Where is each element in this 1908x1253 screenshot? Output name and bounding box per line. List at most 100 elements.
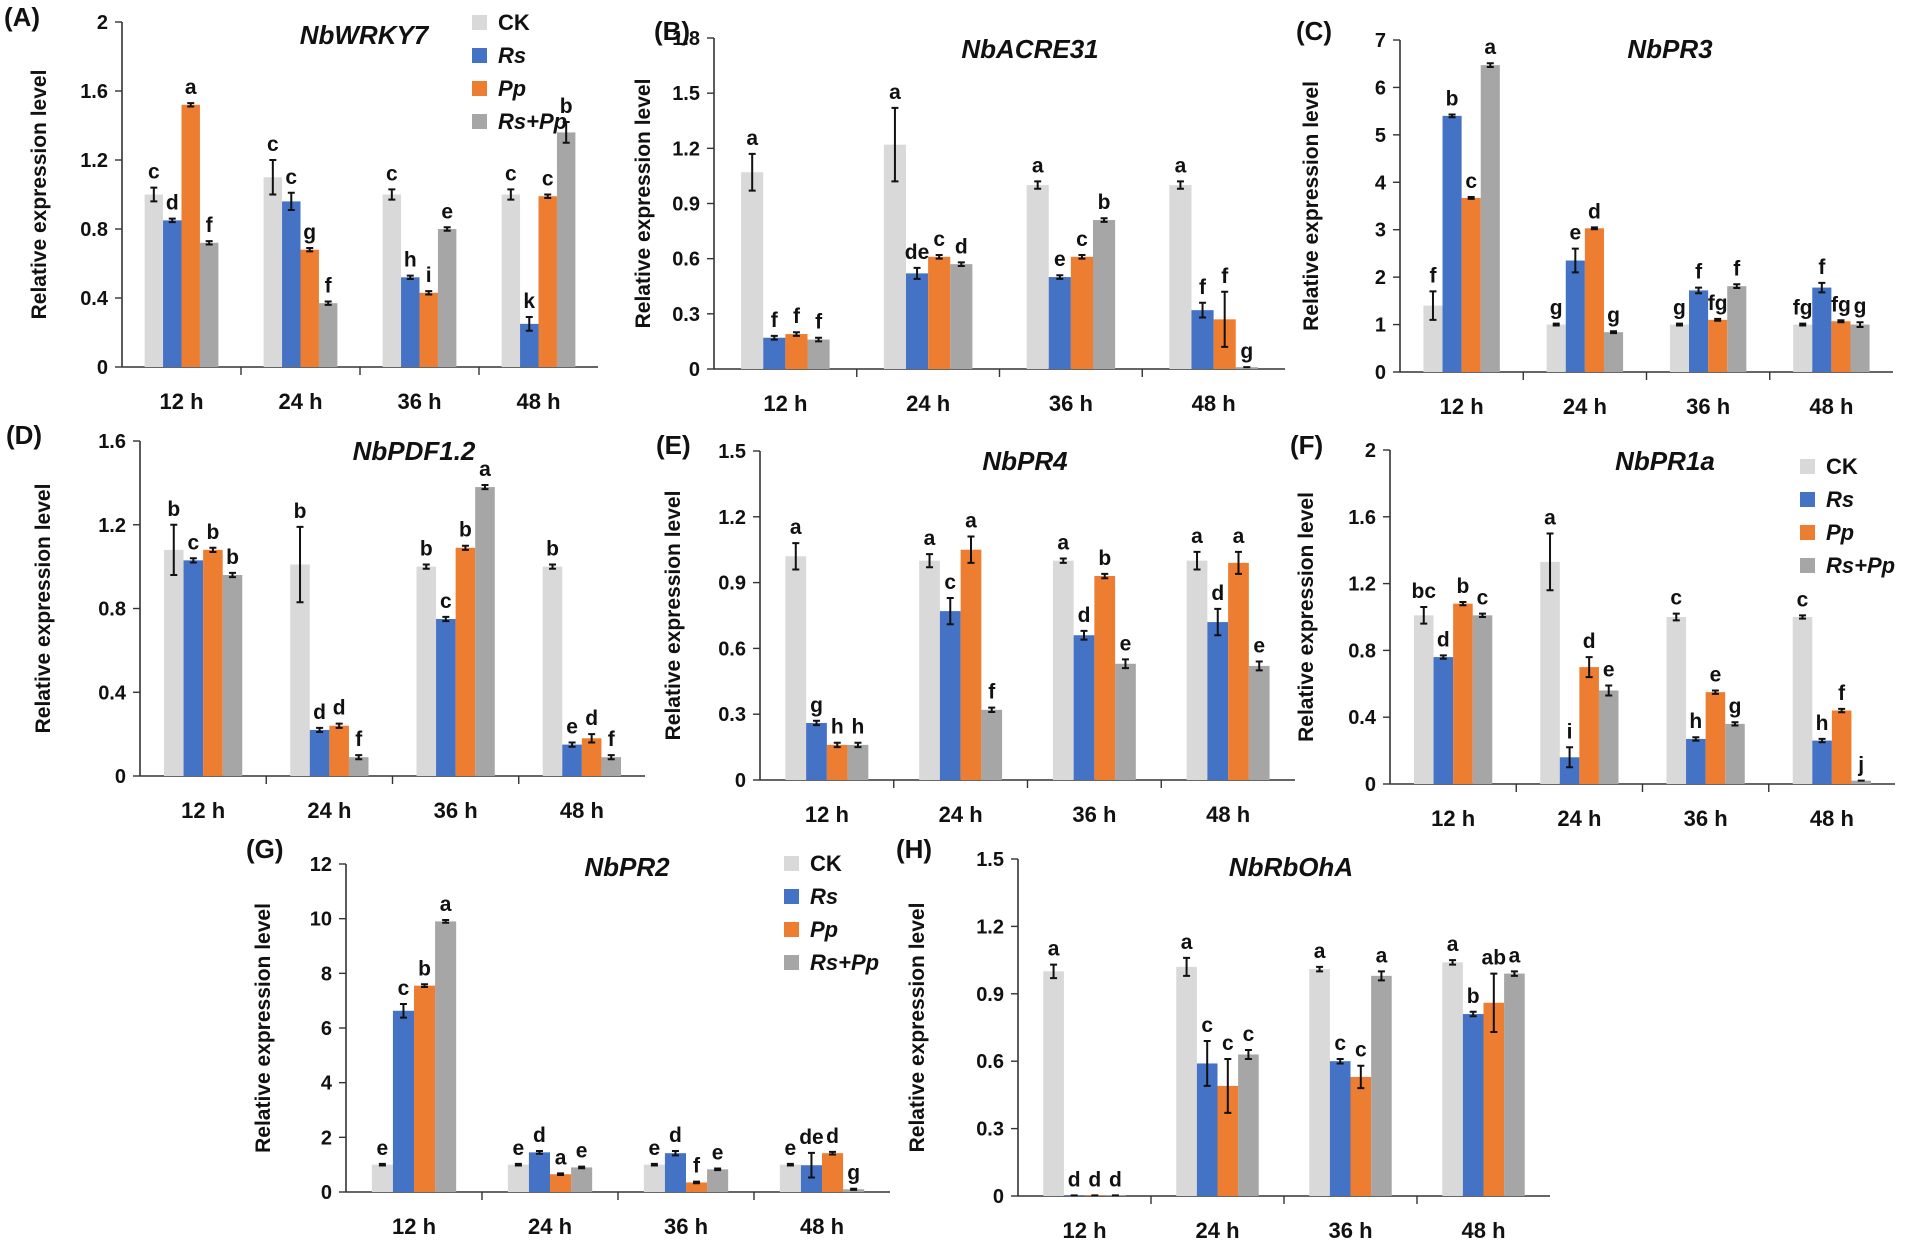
significance-letter: d: [669, 1124, 682, 1147]
bar: [1115, 663, 1136, 780]
chart-title: NbPDF1.2: [353, 436, 476, 466]
error-bar: [535, 1150, 543, 1155]
y-tick-label: 0: [321, 1182, 332, 1204]
significance-letter: c: [1797, 588, 1809, 611]
bar: [1812, 740, 1832, 784]
y-tick-label: 0: [97, 357, 108, 379]
significance-letter: d: [1211, 582, 1224, 605]
error-bar: [988, 706, 996, 714]
error-bar: [557, 1172, 565, 1177]
bar: [779, 1164, 801, 1192]
bar: [1248, 665, 1270, 780]
significance-letter: a: [555, 1146, 567, 1169]
bar: [1793, 324, 1813, 372]
legend-label: Rs: [498, 43, 526, 68]
y-tick-label: 8: [321, 963, 332, 985]
error-bar: [324, 300, 332, 306]
bar: [181, 104, 200, 368]
x-tick-label: 48 h: [1810, 806, 1854, 831]
significance-letter: e: [513, 1137, 525, 1160]
significance-letter: g: [847, 1162, 860, 1185]
significance-letter: f: [355, 728, 363, 751]
y-tick-label: 1.6: [98, 431, 126, 453]
legend-swatch: [1800, 459, 1815, 474]
significance-letter: e: [377, 1137, 389, 1160]
bar: [163, 549, 184, 776]
bar: [800, 1165, 822, 1192]
significance-letter: c: [386, 162, 398, 185]
significance-letter: f: [206, 214, 214, 237]
error-bar: [1193, 550, 1201, 571]
bar: [741, 172, 764, 369]
error-bar: [1316, 965, 1324, 973]
error-bar: [355, 754, 363, 761]
significance-letter: g: [1729, 695, 1742, 718]
bar: [785, 556, 807, 780]
error-bar: [1552, 322, 1560, 327]
y-tick-label: 0.3: [976, 1119, 1004, 1141]
significance-letter: ab: [1482, 947, 1507, 970]
legend-label: Rs+Pp: [810, 950, 879, 975]
error-bar: [913, 266, 921, 280]
x-tick-label: 24 h: [528, 1214, 572, 1239]
bar: [401, 277, 420, 367]
bar: [1442, 115, 1462, 372]
bar: [290, 564, 310, 776]
y-tick-label: 0.9: [718, 573, 746, 595]
significance-letter: f: [693, 1155, 701, 1178]
significance-letter: c: [944, 571, 956, 594]
error-bar: [792, 331, 800, 337]
significance-letter: f: [1221, 265, 1229, 288]
y-tick-label: 1.5: [672, 83, 700, 105]
bar: [1309, 969, 1330, 1196]
significance-letter: d: [1088, 1168, 1101, 1191]
significance-letter: a: [1376, 944, 1388, 967]
significance-letter: a: [1509, 944, 1521, 967]
legend-swatch: [784, 856, 799, 871]
error-bar: [957, 261, 965, 268]
error-bar: [786, 1162, 794, 1167]
significance-letter: b: [206, 521, 219, 544]
bar: [475, 487, 495, 776]
significance-letter: d: [313, 701, 326, 724]
y-axis-label: Relative expression level: [1295, 492, 1318, 742]
x-tick-label: 24 h: [1557, 806, 1601, 831]
error-bar: [1056, 274, 1064, 280]
panel-label: (A): [4, 2, 40, 32]
error-bar: [1080, 629, 1088, 641]
significance-letter: b: [459, 519, 472, 542]
significance-letter: c: [187, 531, 199, 554]
panel-label: (G): [246, 834, 284, 864]
bar: [905, 273, 929, 369]
y-tick-label: 0.3: [718, 704, 746, 726]
error-bar: [1176, 180, 1184, 190]
bar: [414, 985, 436, 1192]
y-tick-label: 2: [1375, 267, 1386, 289]
legend-label: Pp: [810, 917, 838, 942]
significance-letter: a: [1447, 933, 1459, 956]
significance-letter: f: [1733, 257, 1741, 280]
error-bar: [442, 615, 450, 623]
bar: [664, 1153, 686, 1192]
error-bar: [209, 546, 217, 553]
y-tick-label: 1: [1375, 315, 1386, 337]
y-tick-label: 0: [993, 1186, 1004, 1208]
y-axis-label: Relative expression level: [252, 903, 275, 1153]
bar: [437, 229, 457, 367]
error-bar: [1546, 532, 1554, 592]
bar: [1070, 256, 1094, 369]
legend-label: CK: [810, 851, 842, 876]
significance-letter: a: [1181, 931, 1193, 954]
y-tick-label: 6: [321, 1018, 332, 1040]
error-bar: [514, 1162, 522, 1167]
bar: [919, 560, 940, 780]
error-bar: [507, 188, 515, 201]
significance-letter: fg: [1793, 297, 1813, 320]
significance-letter: fg: [1831, 293, 1851, 316]
y-tick-label: 1.2: [1348, 574, 1376, 596]
significance-letter: g: [1673, 297, 1686, 320]
bar: [1598, 690, 1619, 784]
significance-letter: c: [1243, 1023, 1255, 1046]
bar: [1093, 220, 1116, 369]
